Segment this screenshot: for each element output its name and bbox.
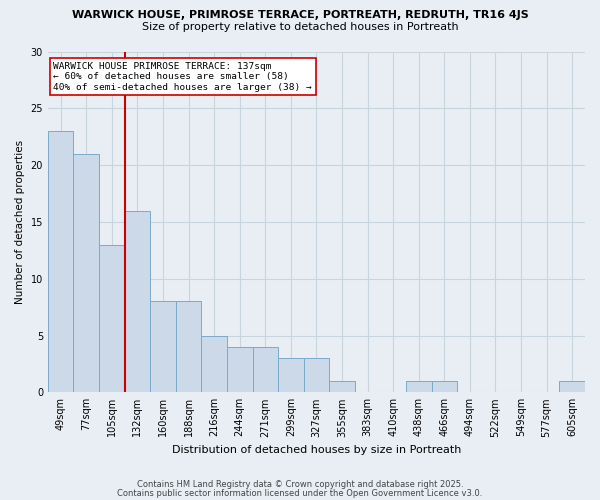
Bar (329, 381, 355, 392)
X-axis label: Distribution of detached houses by size in Portreath: Distribution of detached houses by size … (172, 445, 461, 455)
Bar (559, 381, 585, 392)
Bar (150, 302, 176, 392)
Bar (73, 154, 99, 392)
Bar (202, 336, 227, 392)
Text: WARWICK HOUSE, PRIMROSE TERRACE, PORTREATH, REDRUTH, TR16 4JS: WARWICK HOUSE, PRIMROSE TERRACE, PORTREA… (71, 10, 529, 20)
Text: Size of property relative to detached houses in Portreath: Size of property relative to detached ho… (142, 22, 458, 32)
Bar (227, 347, 253, 393)
Text: Contains HM Land Registry data © Crown copyright and database right 2025.: Contains HM Land Registry data © Crown c… (137, 480, 463, 489)
Text: Contains public sector information licensed under the Open Government Licence v3: Contains public sector information licen… (118, 488, 482, 498)
Y-axis label: Number of detached properties: Number of detached properties (15, 140, 25, 304)
Bar (48, 131, 73, 392)
Bar (99, 244, 125, 392)
Bar (304, 358, 329, 392)
Text: WARWICK HOUSE PRIMROSE TERRACE: 137sqm
← 60% of detached houses are smaller (58): WARWICK HOUSE PRIMROSE TERRACE: 137sqm ←… (53, 62, 312, 92)
Bar (253, 347, 278, 393)
Bar (278, 358, 304, 392)
Bar (125, 210, 150, 392)
Bar (176, 302, 202, 392)
Bar (406, 381, 431, 392)
Bar (431, 381, 457, 392)
